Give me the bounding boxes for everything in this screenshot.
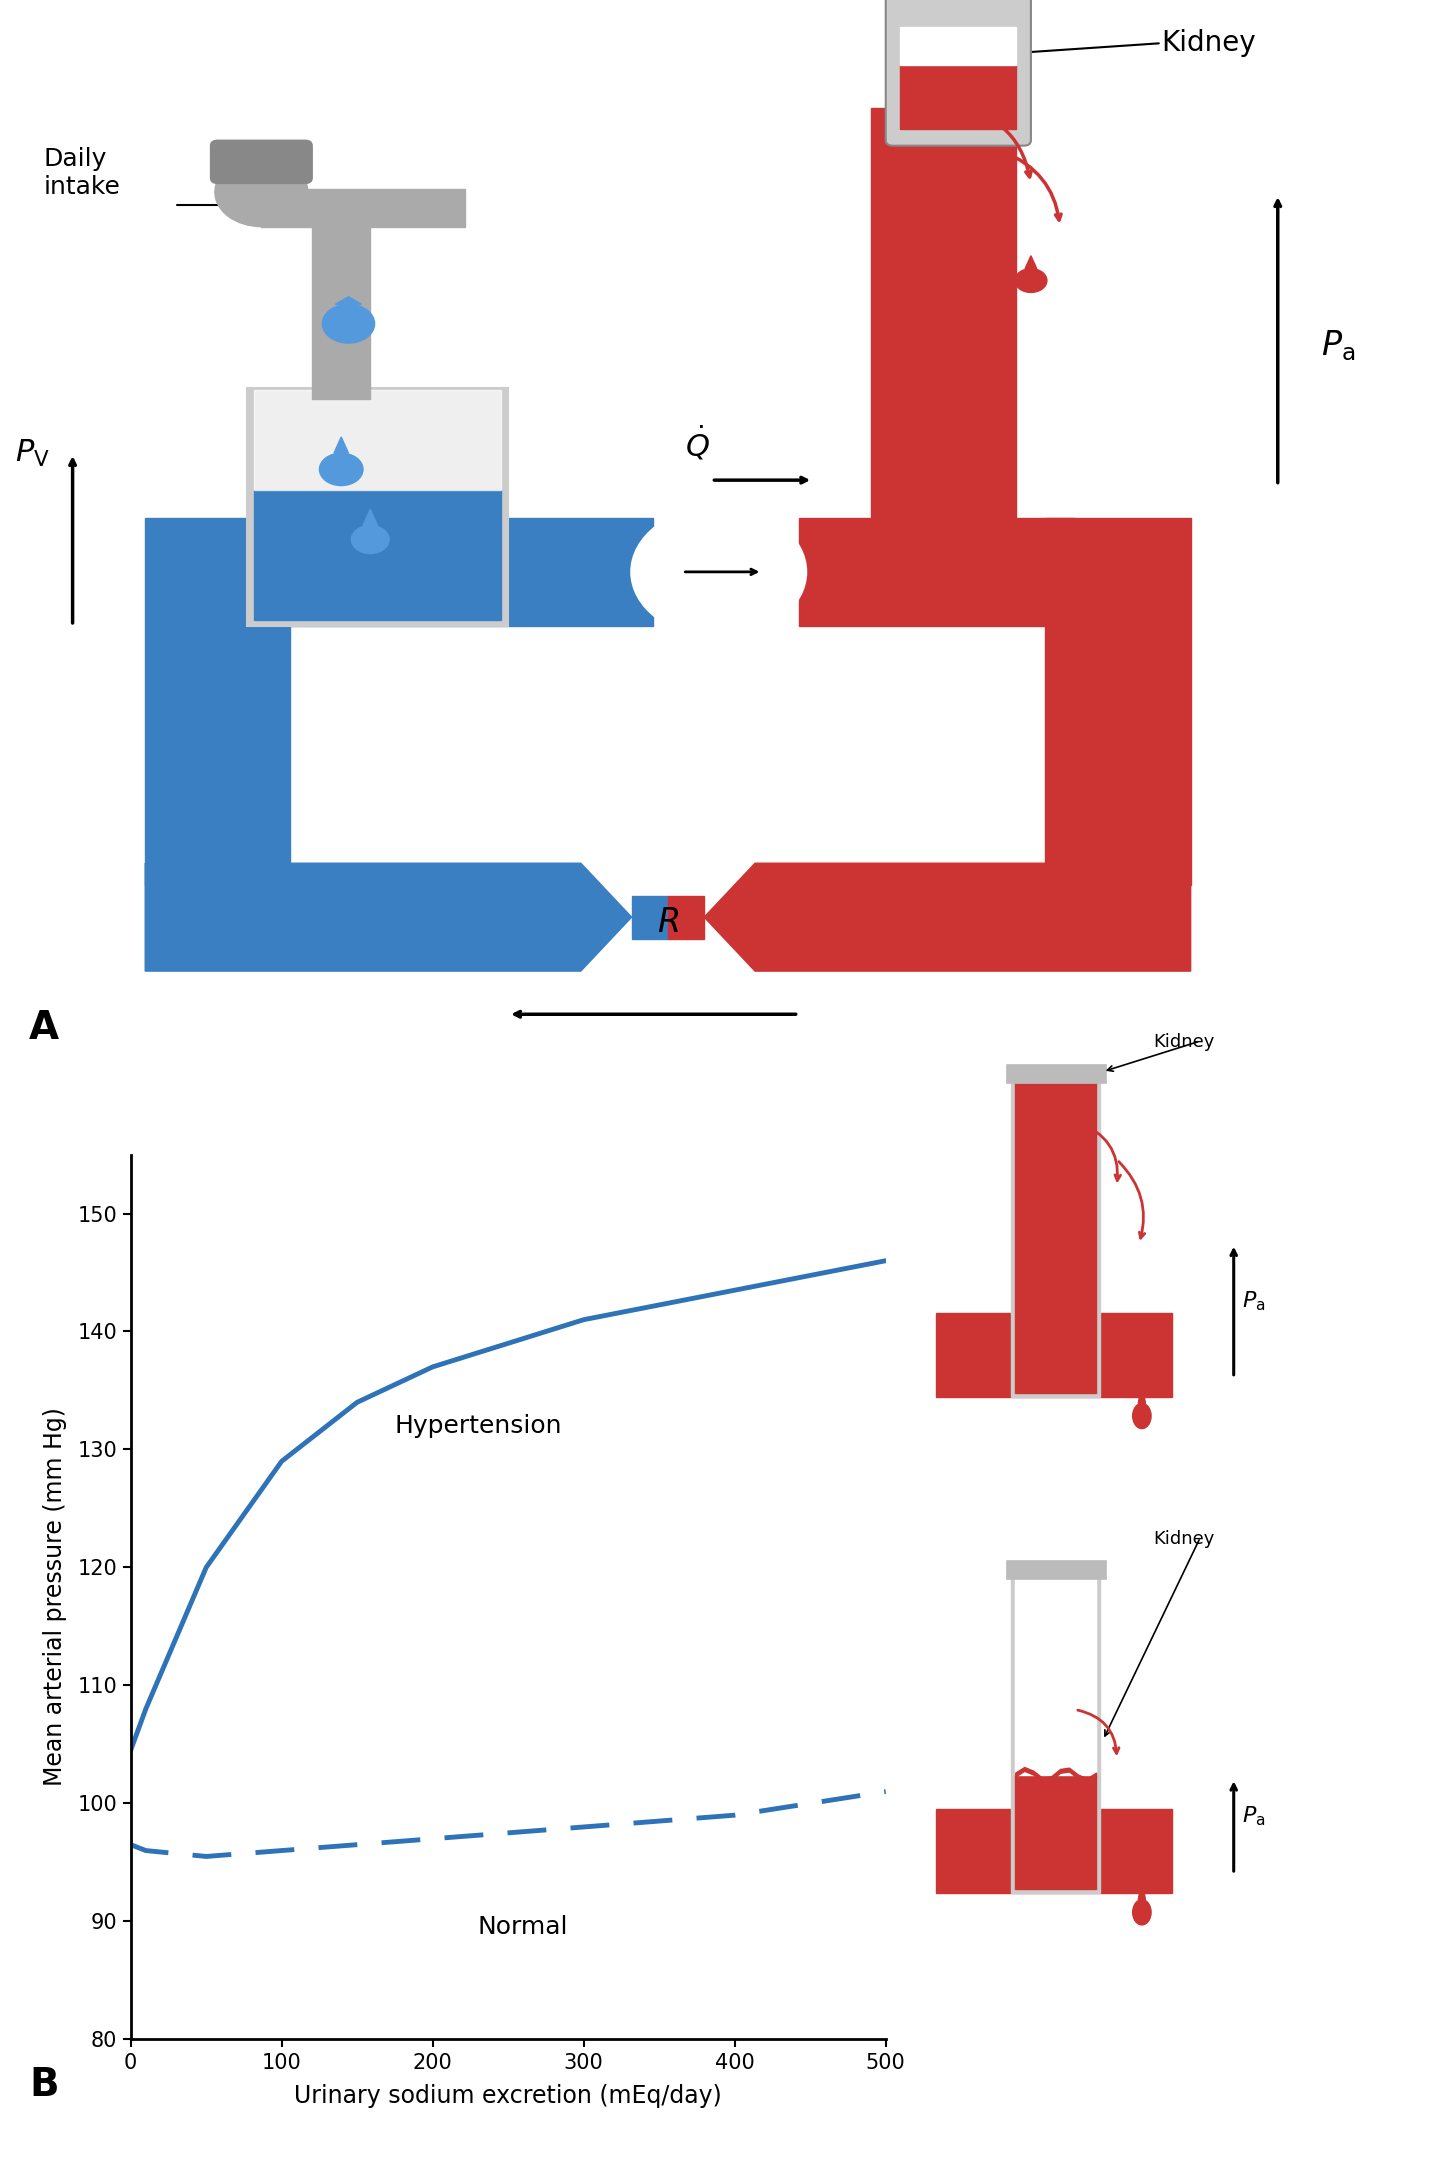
Polygon shape — [668, 896, 704, 939]
Circle shape — [1133, 1403, 1151, 1429]
Circle shape — [322, 304, 375, 343]
Bar — [1005, 1064, 1106, 1083]
Circle shape — [1112, 1847, 1133, 1877]
Bar — [247, 388, 508, 626]
Circle shape — [955, 214, 990, 240]
Bar — [871, 108, 1016, 518]
Bar — [254, 490, 501, 622]
Bar — [247, 388, 508, 626]
Bar — [1011, 1569, 1101, 1893]
Polygon shape — [967, 201, 979, 214]
Text: Daily
intake: Daily intake — [44, 147, 121, 199]
Bar — [937, 1312, 1173, 1396]
Circle shape — [1133, 1899, 1151, 1925]
Polygon shape — [1119, 1331, 1125, 1351]
Bar — [937, 1808, 1173, 1893]
Circle shape — [215, 158, 308, 227]
Text: $\dot{Q}$: $\dot{Q}$ — [684, 425, 710, 464]
Bar — [145, 518, 290, 885]
X-axis label: Urinary sodium excretion (mEq/day): Urinary sodium excretion (mEq/day) — [295, 2085, 722, 2108]
Polygon shape — [1138, 1880, 1146, 1899]
FancyBboxPatch shape — [211, 140, 312, 183]
Text: $P_{\rm V}$: $P_{\rm V}$ — [15, 438, 49, 468]
Bar — [900, 65, 1016, 129]
Bar — [312, 216, 370, 399]
Y-axis label: Mean arterial pressure (mm Hg): Mean arterial pressure (mm Hg) — [42, 1407, 67, 1787]
Polygon shape — [1138, 1383, 1146, 1403]
Polygon shape — [1119, 1828, 1125, 1847]
FancyBboxPatch shape — [886, 0, 1031, 147]
Text: B: B — [29, 2065, 58, 2104]
Polygon shape — [1025, 255, 1037, 268]
Text: $P_{\rm a}$: $P_{\rm a}$ — [1321, 328, 1356, 363]
Polygon shape — [632, 896, 668, 939]
Bar — [1045, 518, 1191, 885]
Text: Kidney: Kidney — [1162, 30, 1256, 56]
Text: A: A — [29, 1008, 60, 1047]
Text: $P_{\rm a}$: $P_{\rm a}$ — [1241, 1288, 1266, 1312]
Polygon shape — [145, 863, 632, 971]
Circle shape — [1112, 1351, 1133, 1381]
Polygon shape — [363, 509, 378, 524]
Polygon shape — [334, 436, 348, 453]
Polygon shape — [335, 296, 362, 304]
Text: Normal: Normal — [478, 1916, 569, 1940]
Bar — [261, 188, 465, 227]
Bar — [1011, 1073, 1101, 1396]
Circle shape — [319, 453, 363, 486]
Bar — [1015, 1079, 1096, 1394]
Bar — [1005, 1560, 1106, 1580]
Circle shape — [632, 507, 806, 637]
Text: Kidney: Kidney — [1153, 1034, 1214, 1051]
Bar — [799, 518, 1074, 626]
Bar — [1015, 1774, 1096, 1890]
Text: Hypertension: Hypertension — [395, 1413, 562, 1437]
Polygon shape — [704, 863, 1191, 971]
Text: $P_{\rm a}$: $P_{\rm a}$ — [1241, 1804, 1266, 1828]
Circle shape — [351, 524, 389, 555]
Circle shape — [1015, 270, 1047, 291]
Bar — [1015, 1575, 1096, 1774]
Bar — [261, 518, 653, 626]
Text: Kidney: Kidney — [1153, 1530, 1214, 1547]
Bar — [900, 26, 1016, 65]
Text: $R$: $R$ — [656, 906, 680, 939]
Bar — [254, 391, 501, 490]
